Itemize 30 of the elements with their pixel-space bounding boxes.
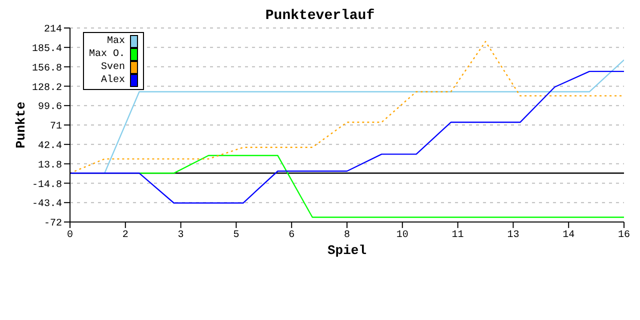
x-tick-label: 8 — [344, 230, 350, 242]
y-tick-label: 128.2 — [32, 82, 62, 94]
y-tick-label: 13.8 — [38, 160, 62, 172]
y-tick-label: 42.4 — [38, 140, 62, 152]
x-tick-label: 13 — [507, 230, 520, 242]
y-tick-label: 156.8 — [32, 63, 62, 74]
y-tick-label: -14.8 — [32, 180, 62, 191]
x-axis-title: Spiel — [327, 243, 367, 258]
line-series — [70, 70, 624, 204]
y-tick-label: 71 — [50, 122, 62, 133]
y-axis-title: Punkte — [14, 101, 29, 148]
y-tick-label: 99.6 — [38, 102, 62, 114]
y-tick-label: 185.4 — [32, 44, 62, 55]
x-tick-label: 0 — [66, 230, 74, 242]
legend-label: Alex — [101, 75, 126, 86]
x-tick-label: 11 — [452, 230, 464, 242]
chart-title: Punkteverlauf — [264, 8, 376, 24]
y-tick-label: -43.4 — [32, 199, 62, 210]
x-tick-label: 2 — [122, 230, 128, 242]
x-tick-label: 14 — [562, 230, 575, 242]
x-tick-label: 6 — [288, 230, 295, 242]
x-tick-label: 5 — [233, 230, 240, 242]
y-tick-label: 214 — [44, 24, 62, 36]
x-tick-label: 3 — [178, 230, 184, 242]
x-tick-label: 16 — [618, 230, 630, 242]
x-tick-label: 10 — [396, 230, 408, 242]
legend-label: Max O. — [89, 49, 126, 60]
legend-label: Max — [107, 36, 126, 47]
legend-label: Sven — [101, 62, 126, 73]
y-tick-label: -72 — [44, 218, 62, 230]
